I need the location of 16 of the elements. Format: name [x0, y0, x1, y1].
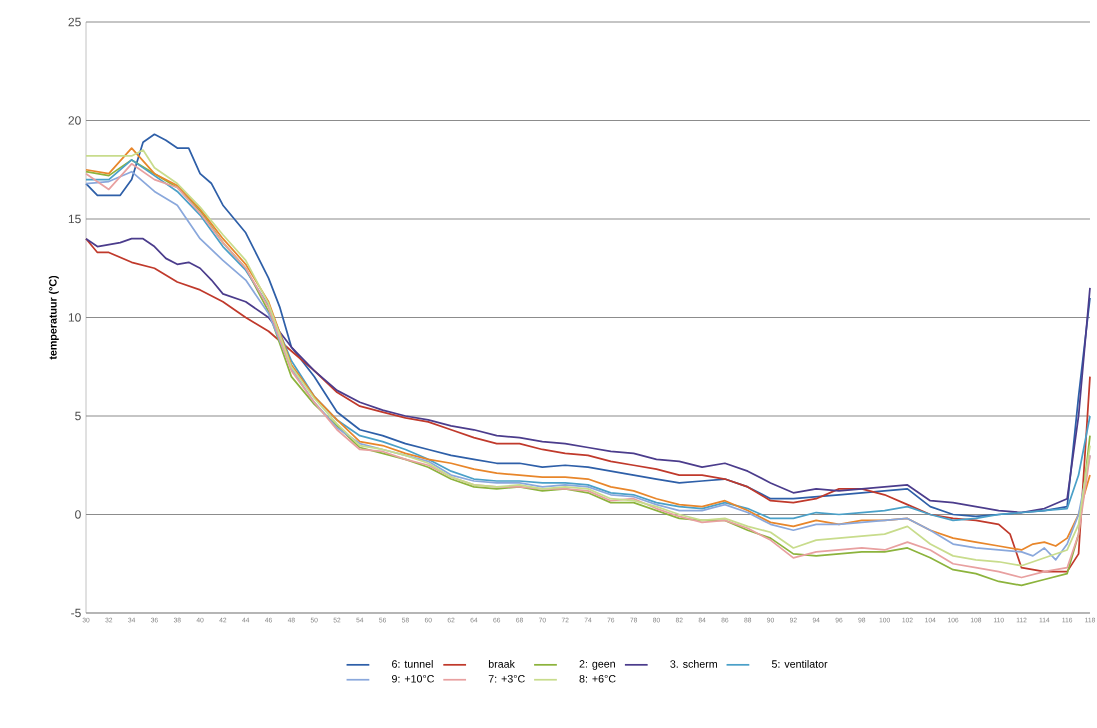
legend-label: 7: +3°C [488, 675, 525, 683]
legend-label: 8: +6°C [579, 675, 616, 683]
y-axis-title: temperatuur (°C) [48, 275, 59, 360]
legend-label: 9: +10°C [392, 675, 435, 683]
y-tick-label: 20 [68, 116, 81, 125]
y-tick-label: -5 [71, 608, 81, 618]
y-tick-label: 0 [75, 510, 81, 519]
y-tick-label: 15 [68, 214, 81, 224]
legend-label: 2: geen [579, 660, 615, 670]
legend-label: 3. scherm [670, 659, 717, 668]
y-tick-label: 10 [68, 313, 81, 322]
legend-label: 6: tunnel [392, 659, 433, 668]
y-tick-label: 5 [75, 411, 81, 421]
legend-label: 5: ventilator [771, 659, 828, 668]
y-tick-label: 25 [68, 17, 81, 27]
legend-label: braak [488, 659, 515, 668]
